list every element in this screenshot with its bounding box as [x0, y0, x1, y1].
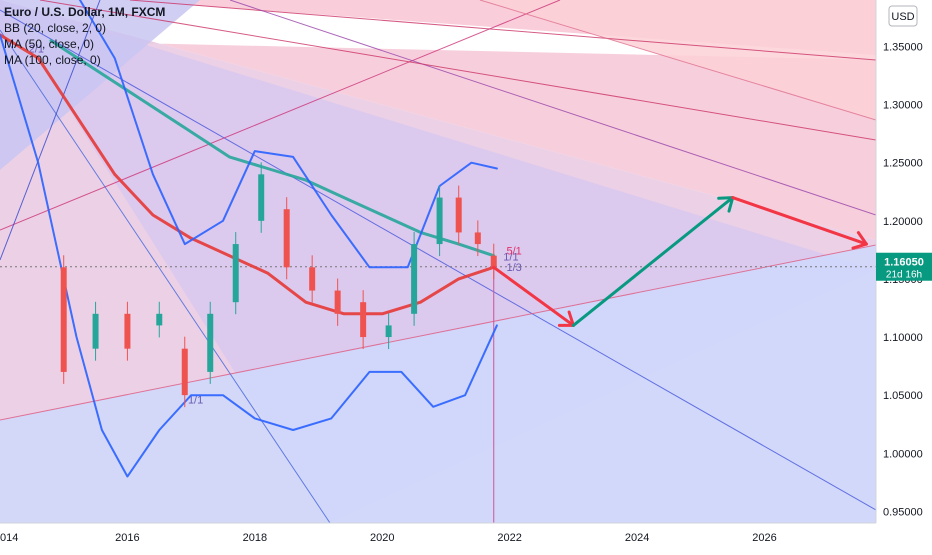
x-tick-label: 2016 [115, 532, 139, 544]
projection-arrowhead-down-2 [851, 231, 868, 250]
indicator-ma100[interactable]: MA (100, close, 0) [4, 53, 101, 67]
y-tick-label: 1.00000 [883, 448, 923, 460]
fan-line [39, 0, 876, 141]
indicator-bb[interactable]: BB (20, close, 2, 0) [4, 21, 107, 35]
series-line-0 [49, 39, 496, 258]
x-tick-label: 2022 [497, 532, 521, 544]
x-tick-label: 2020 [370, 532, 394, 544]
fan-line [0, 0, 101, 261]
price-label-box[interactable] [876, 252, 932, 281]
chart-legend: Euro / U.S. Dollar, 1M, FXCM BB (20, clo… [4, 4, 165, 68]
fan-label: 1/3 [506, 262, 521, 274]
candle-body [455, 197, 462, 233]
y-tick-label: 1.10000 [883, 332, 923, 344]
y-tick-label: 1.25000 [883, 158, 923, 170]
x-tick-label: 2018 [243, 532, 267, 544]
x-tick-label: 2024 [625, 532, 649, 544]
candle-body [334, 290, 341, 314]
x-tick-label: 2026 [752, 532, 776, 544]
fan-label: 1/1 [503, 251, 518, 263]
price-label-countdown: 21d 16h [886, 270, 922, 281]
fan-line [0, 29, 331, 523]
candle-body [360, 302, 367, 338]
projection-line-up[interactable] [571, 196, 735, 327]
candle-body [283, 209, 290, 268]
y-tick-label: 0.95000 [883, 506, 923, 518]
candle-body [232, 244, 239, 303]
candle-body [207, 313, 214, 372]
y-tick-label: 1.35000 [883, 41, 923, 53]
candle-body [436, 197, 443, 245]
candle-body [156, 313, 163, 326]
projection-arrows[interactable] [492, 196, 868, 327]
projection-line-down-2[interactable] [731, 196, 868, 246]
currency-label: USD [891, 11, 914, 23]
fan-line [0, 244, 876, 421]
symbol-title[interactable]: Euro / U.S. Dollar, 1M, FXCM [4, 5, 166, 19]
series-line-3 [0, 33, 498, 478]
fan-line [479, 0, 876, 121]
fan-label: 1/1 [188, 394, 203, 406]
gann-fan-background: 2/11/11/15/11/3 [0, 0, 876, 523]
projection-line-down-1[interactable] [492, 265, 575, 327]
currency-button[interactable] [888, 5, 918, 27]
y-tick-label: 1.20000 [883, 216, 923, 228]
candle-body [60, 267, 67, 372]
fan-line [129, 0, 876, 61]
fan-line [0, 0, 561, 231]
price-label-value: 1.16050 [884, 257, 924, 269]
candles [60, 162, 497, 408]
fan-line [229, 0, 876, 216]
candle-body [385, 325, 392, 338]
fan-region-4 [0, 245, 876, 523]
time-axis[interactable] [0, 523, 932, 550]
indicator-ma50[interactable]: MA (50, close, 0) [4, 37, 95, 51]
candle-body [124, 313, 131, 349]
series-line-2 [78, 0, 498, 269]
fan-region-left [0, 0, 200, 170]
x-tick-label: 014 [0, 532, 18, 544]
candle-body [490, 255, 497, 268]
fan-line [0, 9, 876, 511]
candle-body [92, 313, 99, 349]
candle-body [411, 244, 418, 314]
y-tick-label: 1.05000 [883, 390, 923, 402]
candle-body [474, 232, 481, 245]
candle-body [258, 174, 265, 221]
candle-body [181, 348, 188, 396]
fan-label: 2/1 [29, 43, 44, 55]
candle-body [309, 267, 316, 291]
y-tick-label: 1.30000 [883, 100, 923, 112]
fan-label: 5/1 [506, 246, 521, 258]
